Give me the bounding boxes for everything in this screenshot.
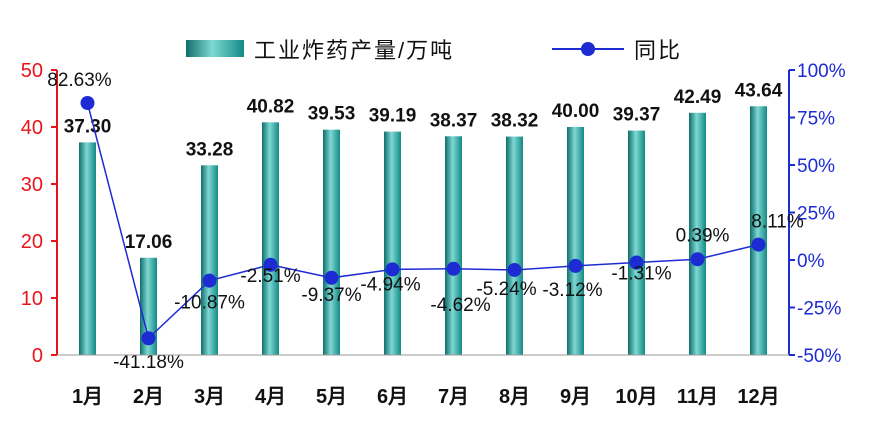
right-tick-label: 100% [797,61,846,82]
bar-value-label: 40.00 [552,101,600,122]
left-tick-label: 50 [21,60,43,82]
line-point [507,262,522,277]
line-value-label: 82.63% [47,70,112,91]
bar-value-label: 39.53 [308,104,356,125]
bar-value-label: 43.64 [735,80,783,101]
line-point [751,237,766,252]
left-tick-label: 0 [32,345,43,367]
line-point [202,273,217,288]
left-tick-label: 20 [21,231,43,253]
line-point [568,258,583,273]
line-point [324,270,339,285]
right-tick-label: -50% [797,346,841,367]
line-point [80,96,95,111]
bar [567,127,584,355]
bar [689,112,706,355]
legend-line-marker [581,42,595,56]
bar [506,136,523,355]
x-tick-label: 7月 [438,386,469,408]
line-point [629,255,644,270]
line-point [141,331,156,346]
bar [384,131,401,355]
bar-value-label: 38.37 [430,110,478,131]
line-path [86,102,759,340]
x-tick-label: 4月 [255,386,286,408]
left-y-axis: 0 10 20 30 40 50 [21,60,58,367]
x-tick-label: 10月 [615,386,657,408]
line-value-label: -10.87% [174,293,245,314]
bar-value-label: 42.49 [674,87,722,108]
x-tick-label: 12月 [737,386,779,408]
legend-line-label: 同比 [634,38,682,63]
bar [750,106,767,355]
x-tick-label: 1月 [72,386,103,408]
line-value-label: -1.31% [611,263,671,284]
legend-bar-swatch [186,40,244,57]
line-point [446,261,461,276]
line-point [385,262,400,277]
bar [445,136,462,355]
bar-value-label: 39.37 [613,105,661,126]
bar-value-label: 38.32 [491,111,539,132]
x-tick-label: 9月 [560,386,591,408]
x-tick-label: 3月 [194,386,225,408]
right-y-axis: -50% -25% 0% 25% 50% 75% 100% [788,61,846,367]
line-value-label: -4.94% [360,274,420,295]
bar [323,129,340,355]
right-tick-label: 75% [797,109,835,130]
line-value-label: 0.39% [676,225,730,246]
line-value-label: -41.18% [113,352,184,373]
line-value-label: -2.51% [240,266,300,287]
legend: 工业炸药产量/万吨 同比 [186,38,682,63]
legend-bar-label: 工业炸药产量/万吨 [254,38,454,63]
x-tick-label: 2月 [133,386,164,408]
bar [79,142,96,355]
x-tick-label: 11月 [677,386,718,408]
line-point [690,252,705,267]
line-value-label: -5.24% [476,279,536,300]
bar-value-label: 39.19 [369,106,417,127]
bar [140,257,157,355]
bar-value-label: 17.06 [125,232,173,253]
bar-value-label: 40.82 [247,96,295,117]
bar-series: 37.30 17.06 33.28 40.82 39.53 39.19 38.37 38.32… [64,80,783,356]
left-tick-label: 30 [21,174,43,196]
right-tick-label: 50% [797,156,835,177]
bar-value-label: 33.28 [186,139,234,160]
line-value-label: -4.62% [430,295,490,316]
right-tick-label: 25% [797,204,835,225]
line-point [263,257,278,272]
x-axis: 1月 2月 3月 4月 5月 6月 7月 8月 9月 10月 11月 12月 [57,354,789,408]
bar [628,130,645,355]
right-tick-label: -25% [797,299,841,320]
line-series: 82.63% -41.18% -10.87% -2.51%-9.37%-4.94% -4… [47,70,804,373]
line-value-label: -3.12% [542,280,602,301]
line-value-label: -9.37% [301,285,361,306]
right-tick-label: 0% [797,251,825,272]
bar [262,122,279,356]
left-tick-label: 10 [21,288,43,310]
bar-value-label: 37.30 [64,116,112,137]
x-tick-label: 5月 [316,386,347,408]
left-tick-label: 40 [21,117,43,139]
line-value-label: 8.11% [751,212,804,233]
bar [201,165,218,355]
x-tick-label: 8月 [499,386,530,408]
x-tick-label: 6月 [377,386,408,408]
